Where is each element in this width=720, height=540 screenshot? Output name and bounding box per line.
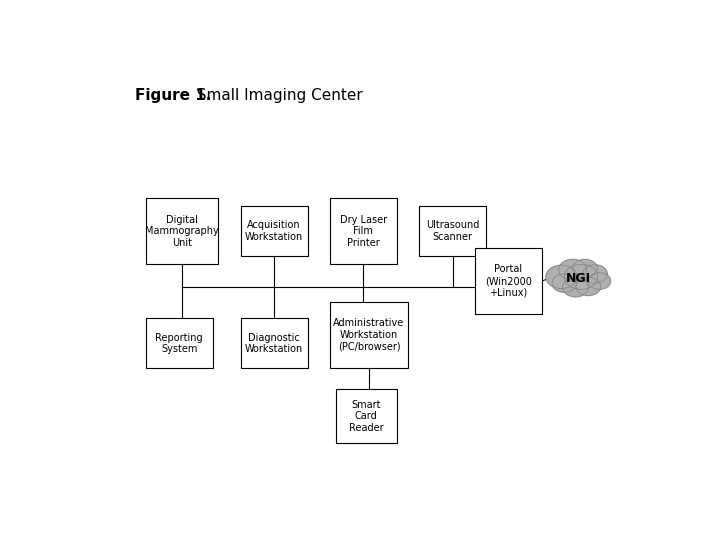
FancyBboxPatch shape <box>330 198 397 265</box>
Text: Portal
(Win2000
+Linux): Portal (Win2000 +Linux) <box>485 265 532 298</box>
Text: Smart
Card
Reader: Smart Card Reader <box>349 400 384 433</box>
Circle shape <box>559 259 587 280</box>
FancyBboxPatch shape <box>145 319 213 368</box>
Circle shape <box>588 273 611 289</box>
Circle shape <box>576 277 600 295</box>
Circle shape <box>572 259 597 278</box>
FancyBboxPatch shape <box>475 248 542 314</box>
FancyBboxPatch shape <box>336 389 397 443</box>
Text: Digital
Mammography
Unit: Digital Mammography Unit <box>145 214 219 248</box>
Text: Small Imaging Center: Small Imaging Center <box>186 87 362 103</box>
Text: Diagnostic
Workstation: Diagnostic Workstation <box>245 333 303 354</box>
Circle shape <box>562 278 588 297</box>
Circle shape <box>564 265 598 289</box>
FancyBboxPatch shape <box>145 198 218 265</box>
FancyBboxPatch shape <box>330 302 408 368</box>
Circle shape <box>582 265 607 283</box>
FancyBboxPatch shape <box>240 319 307 368</box>
FancyBboxPatch shape <box>419 206 486 256</box>
FancyBboxPatch shape <box>240 206 307 256</box>
Text: Acquisition
Workstation: Acquisition Workstation <box>245 220 303 242</box>
Text: Reporting
System: Reporting System <box>156 333 203 354</box>
Circle shape <box>546 265 577 288</box>
Text: Figure 1.: Figure 1. <box>135 87 211 103</box>
Circle shape <box>552 274 577 292</box>
Text: NGI: NGI <box>566 273 591 286</box>
Text: Dry Laser
Film
Printer: Dry Laser Film Printer <box>340 214 387 248</box>
Text: Ultrasound
Scanner: Ultrasound Scanner <box>426 220 480 242</box>
Text: Administrative
Workstation
(PC/browser): Administrative Workstation (PC/browser) <box>333 319 405 352</box>
